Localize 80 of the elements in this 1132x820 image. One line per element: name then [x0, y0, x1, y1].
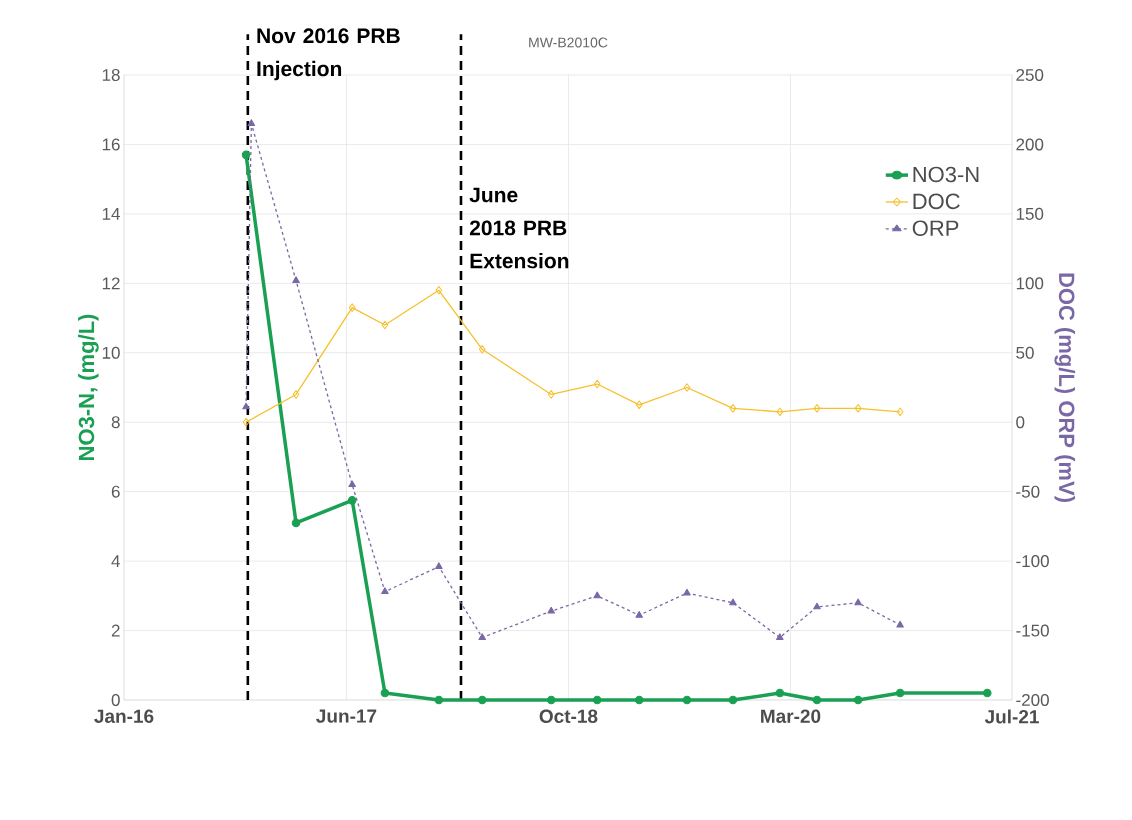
y2-tick-label: 200 — [1016, 138, 1044, 151]
y2-tick-label: 150 — [1016, 207, 1044, 220]
y2-tick-label: 0 — [1016, 416, 1025, 429]
y2-axis-title: DOC (mg/L) ORP (mV) — [1054, 273, 1076, 502]
point — [775, 688, 785, 698]
point — [776, 633, 784, 640]
point — [434, 695, 444, 705]
legend-label: ORP — [912, 220, 959, 236]
y-tick-label: 4 — [111, 555, 120, 567]
point — [593, 591, 601, 599]
y2-tick-label: 100 — [1016, 277, 1044, 290]
y-tick-label: 6 — [111, 485, 120, 498]
point — [896, 620, 904, 628]
y-tick-label: 16 — [102, 138, 120, 151]
y2-tick-label: -50 — [1016, 485, 1040, 498]
point — [247, 119, 256, 127]
point — [853, 695, 863, 705]
point — [381, 320, 389, 330]
point — [547, 390, 555, 399]
point — [895, 688, 905, 698]
point — [854, 598, 862, 606]
y-tick-label: 8 — [111, 416, 120, 429]
point — [348, 303, 356, 312]
y2-tick-label: 50 — [1016, 346, 1034, 359]
point — [478, 345, 486, 354]
y2-tick-label: 250 — [1016, 68, 1044, 82]
point — [347, 496, 357, 505]
point — [729, 598, 737, 606]
point — [813, 602, 821, 610]
ref-line-label: June 2018 PRB Extension — [469, 187, 569, 269]
x-tick-label: Oct-18 — [539, 709, 598, 723]
point — [896, 407, 904, 417]
point — [812, 695, 822, 705]
point — [435, 285, 443, 295]
legend-label: DOC — [913, 193, 960, 210]
y-tick-label: 18 — [102, 68, 120, 82]
x-tick-label: Jul-21 — [984, 709, 1039, 724]
point — [683, 588, 691, 596]
y-tick-label: 12 — [102, 277, 120, 290]
point — [291, 518, 301, 528]
point — [292, 276, 300, 283]
y-tick-label: 14 — [102, 208, 120, 220]
y2-tick-label: -150 — [1016, 624, 1049, 637]
point — [381, 587, 389, 595]
point — [776, 407, 784, 417]
legend-label: NO3-N — [913, 166, 979, 183]
point — [683, 383, 691, 392]
x-tick-label: Mar-20 — [761, 709, 821, 723]
point — [682, 695, 692, 705]
y-tick-label: 2 — [111, 624, 120, 637]
point — [348, 480, 356, 488]
point — [547, 606, 555, 614]
point — [478, 633, 487, 640]
chart-title: MW-B2010C — [529, 37, 608, 48]
point — [635, 610, 643, 618]
point — [813, 404, 821, 413]
point — [435, 562, 443, 570]
point — [477, 695, 487, 705]
y-axis-title: NO3-N, (mg/L) — [78, 314, 99, 460]
x-tick-label: Jan-16 — [94, 709, 154, 723]
point — [729, 404, 737, 413]
point — [634, 695, 644, 705]
point — [380, 688, 390, 698]
point — [728, 695, 738, 705]
point — [635, 400, 643, 410]
y2-tick-label: -200 — [1016, 693, 1049, 707]
point — [242, 417, 250, 427]
point — [854, 404, 862, 413]
point — [546, 695, 556, 705]
y-tick-label: 0 — [111, 693, 120, 707]
x-tick-label: Jun-17 — [316, 709, 377, 723]
y2-tick-label: -100 — [1016, 555, 1049, 568]
y-tick-label: 10 — [102, 346, 120, 359]
point — [292, 390, 300, 399]
ref-line-label: Nov 2016 PRB Injection — [257, 28, 400, 81]
point — [241, 150, 251, 160]
point — [593, 379, 601, 389]
point — [982, 688, 992, 698]
point — [592, 695, 602, 705]
point — [242, 402, 250, 410]
